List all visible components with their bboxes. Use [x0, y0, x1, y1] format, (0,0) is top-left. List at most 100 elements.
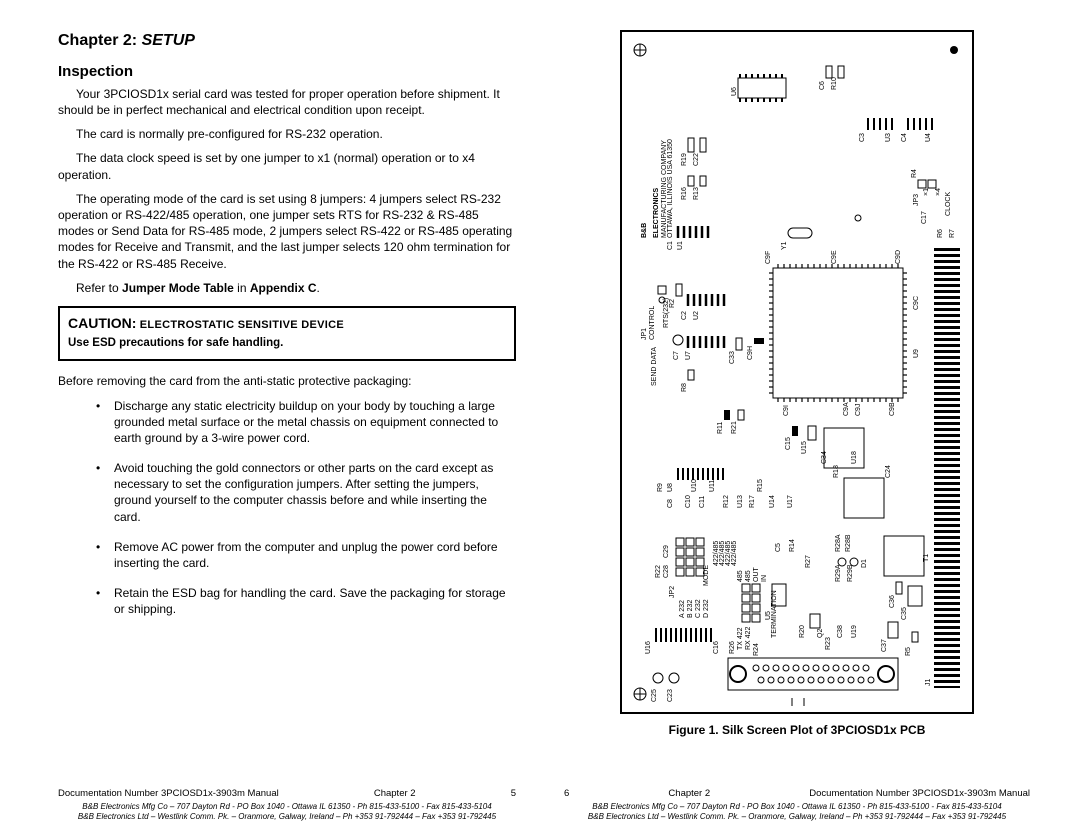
svg-text:U5: U5 [765, 611, 772, 620]
svg-text:U3: U3 [885, 133, 892, 142]
svg-text:Q2: Q2 [817, 629, 824, 638]
svg-text:×4: ×4 [935, 188, 942, 196]
svg-text:C29: C29 [663, 545, 670, 558]
refer-line: Refer to Jumper Mode Table in Appendix C… [58, 280, 516, 296]
svg-text:R17: R17 [749, 495, 756, 508]
svg-text:C9A: C9A [843, 402, 850, 416]
svg-text:C23: C23 [667, 689, 674, 702]
svg-text:R15: R15 [757, 479, 764, 492]
section-title: Inspection [58, 62, 516, 82]
svg-text:R27: R27 [805, 555, 812, 568]
footer-left: Documentation Number 3PCIOSD1x-3903m Man… [58, 788, 516, 822]
caution-big: CAUTION: [68, 315, 136, 331]
svg-text:R26: R26 [729, 641, 736, 654]
svg-text:C 232: C 232 [695, 599, 702, 618]
svg-text:485: 485 [745, 570, 752, 582]
svg-text:R23: R23 [825, 637, 832, 650]
svg-text:C28: C28 [663, 565, 670, 578]
svg-text:JP2: JP2 [669, 586, 676, 598]
svg-text:R7: R7 [949, 229, 956, 238]
svg-text:RX 422: RX 422 [745, 627, 752, 650]
svg-text:C25: C25 [651, 689, 658, 702]
svg-text:R24: R24 [753, 643, 760, 656]
svg-text:R20: R20 [799, 625, 806, 638]
svg-text:OUT: OUT [753, 567, 760, 583]
svg-text:U11: U11 [709, 480, 716, 492]
svg-text:U16: U16 [645, 641, 652, 654]
svg-text:C22: C22 [693, 153, 700, 166]
svg-text:U7: U7 [685, 351, 692, 360]
caution-small: ELECTROSTATIC SENSITIVE DEVICE [136, 319, 344, 331]
svg-text:R29A: R29A [835, 564, 842, 582]
svg-text:C8: C8 [667, 499, 674, 508]
svg-text:R4: R4 [911, 169, 918, 178]
refer-post: . [317, 281, 320, 295]
bullet-item: Retain the ESD bag for handling the card… [96, 585, 516, 617]
svg-text:U14: U14 [769, 495, 776, 508]
svg-text:C2: C2 [681, 311, 688, 320]
bullet-item: Avoid touching the gold connectors or ot… [96, 460, 516, 525]
para-2: The card is normally pre-configured for … [58, 126, 516, 142]
svg-text:C3: C3 [859, 133, 866, 142]
svg-text:IN: IN [761, 575, 768, 582]
svg-text:C7: C7 [673, 351, 680, 360]
chapter-title: Chapter 2: SETUP [58, 30, 516, 52]
footer-docnum: Documentation Number 3PCIOSD1x-3903m Man… [809, 788, 1030, 800]
svg-text:R14: R14 [789, 539, 796, 552]
svg-text:T1: T1 [923, 554, 930, 562]
svg-text:C10: C10 [685, 495, 692, 508]
footer-addr1: B&B Electronics Mfg Co – 707 Dayton Rd -… [58, 802, 516, 812]
svg-text:C5: C5 [775, 543, 782, 552]
svg-text:U8: U8 [667, 483, 674, 492]
bullet-list: Discharge any static electricity buildup… [58, 398, 516, 618]
svg-text:R8: R8 [681, 383, 688, 392]
svg-text:J1: J1 [925, 679, 932, 687]
svg-text:C1: C1 [667, 241, 674, 250]
svg-text:CLOCK: CLOCK [945, 192, 952, 216]
svg-text:R11: R11 [717, 422, 724, 434]
footer-addr2: B&B Electronics Ltd – Westlink Comm. Pk.… [58, 812, 516, 822]
footer-pagenum: 5 [511, 788, 516, 800]
svg-text:C4: C4 [901, 133, 908, 142]
svg-text:C36: C36 [889, 595, 896, 608]
svg-text:R13: R13 [693, 187, 700, 200]
svg-text:R10: R10 [831, 77, 838, 90]
footer-addr2: B&B Electronics Ltd – Westlink Comm. Pk.… [564, 812, 1030, 822]
svg-text:SEND DATA: SEND DATA [651, 347, 658, 386]
refer-bold1: Jumper Mode Table [122, 281, 234, 295]
svg-text:Y1: Y1 [781, 241, 788, 250]
page-left: Chapter 2: SETUP Inspection Your 3PCIOSD… [0, 0, 540, 834]
svg-text:C6: C6 [819, 81, 826, 90]
svg-text:R9: R9 [657, 483, 664, 492]
svg-text:B&B: B&B [641, 223, 648, 238]
svg-text:U2: U2 [693, 311, 700, 320]
pcb-silkscreen: B&B ELECTRONICS MANUFACTURING COMPANY OT… [628, 38, 966, 706]
svg-text:C9C: C9C [913, 296, 920, 310]
refer-pre: Refer to [76, 281, 122, 295]
svg-text:C15: C15 [785, 437, 792, 450]
para-4: The operating mode of the card is set us… [58, 191, 516, 272]
svg-text:R16: R16 [681, 187, 688, 200]
svg-text:C9I: C9I [783, 405, 790, 416]
svg-text:MODE: MODE [703, 565, 710, 586]
pcb-frame: B&B ELECTRONICS MANUFACTURING COMPANY OT… [620, 30, 974, 714]
svg-text:C9D: C9D [895, 250, 902, 264]
footer-pagenum: 6 [564, 788, 569, 800]
caution-box: CAUTION: ELECTROSTATIC SENSITIVE DEVICE … [58, 306, 516, 361]
para-3: The data clock speed is set by one jumpe… [58, 150, 516, 182]
figure-caption: Figure 1. Silk Screen Plot of 3PCIOSD1x … [564, 722, 1030, 738]
svg-text:B 232: B 232 [687, 600, 694, 618]
caution-line2: Use ESD precautions for safe handling. [68, 336, 506, 352]
svg-text:C35: C35 [901, 607, 908, 620]
svg-text:JP1: JP1 [641, 328, 648, 340]
svg-text:R28B: R28B [845, 534, 852, 552]
svg-text:U15: U15 [801, 441, 808, 454]
footer-docnum: Documentation Number 3PCIOSD1x-3903m Man… [58, 788, 279, 800]
svg-text:U18: U18 [851, 451, 858, 464]
svg-text:OTTAWA, ILLINOIS USA 61350: OTTAWA, ILLINOIS USA 61350 [667, 139, 674, 238]
svg-text:D 232: D 232 [703, 599, 710, 618]
svg-text:U9: U9 [913, 349, 920, 358]
footer-right: 6 Chapter 2 Documentation Number 3PCIOSD… [564, 788, 1030, 822]
svg-text:CONTROL: CONTROL [649, 306, 656, 340]
svg-text:C33: C33 [729, 351, 736, 364]
